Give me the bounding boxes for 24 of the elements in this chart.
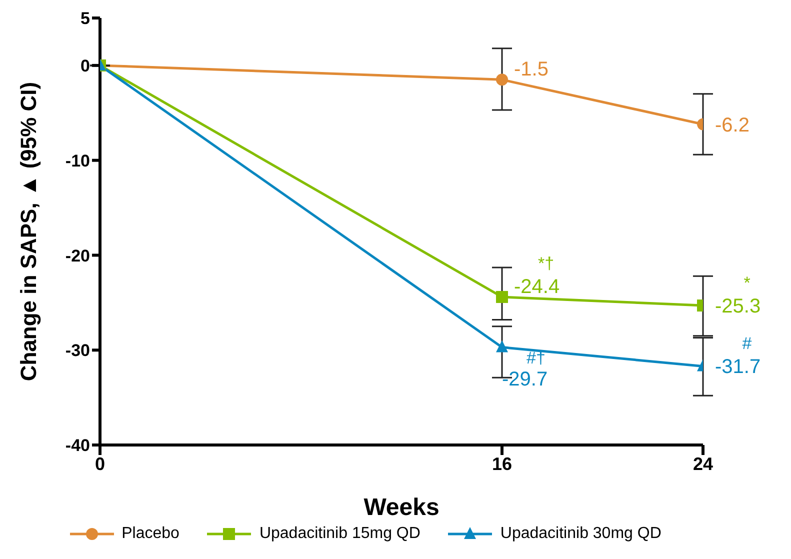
y-tick-label: -10 (65, 151, 90, 170)
x-tick-label: 0 (94, 454, 106, 474)
y-tick-label: -40 (65, 436, 90, 456)
data-label: -29.7 (502, 368, 548, 390)
y-tick-label: -20 (65, 246, 90, 266)
y-tick-label: -30 (65, 341, 90, 360)
data-label: -24.4 (514, 276, 560, 298)
data-label: -6.2 (715, 114, 750, 136)
x-axis-title: Weeks (364, 494, 440, 521)
legend-label: Upadacitinib 30mg QD (500, 525, 662, 543)
annotation: *† (538, 254, 554, 273)
x-tick-label: 16 (492, 454, 512, 474)
data-label: -25.3 (715, 296, 761, 318)
legend-label: Upadacitinib 15mg QD (259, 525, 420, 543)
text: # (742, 334, 752, 354)
annotation: #† (526, 348, 546, 368)
text: * (744, 274, 751, 293)
y-tick-label: 5 (80, 9, 90, 28)
x-tick-label: 24 (692, 454, 714, 474)
legend-label: Placebo (122, 525, 180, 543)
data-label: -31.7 (715, 356, 761, 378)
y-axis-title: Change in SAPS, ▲ (95% CI) (16, 82, 41, 382)
y-tick-label: 0 (80, 56, 90, 76)
data-label: -1.5 (514, 58, 548, 81)
